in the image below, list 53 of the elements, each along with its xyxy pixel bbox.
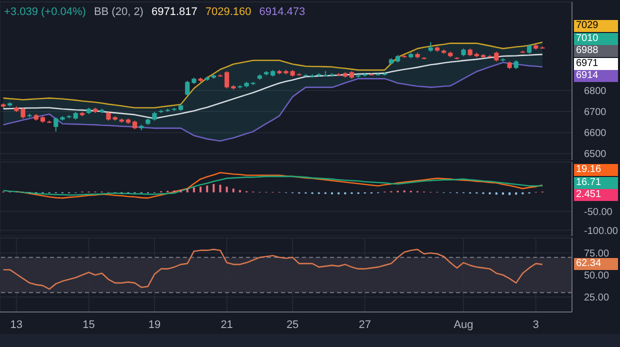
y-tick-label: -50.00 [584, 206, 613, 218]
candlestick [428, 42, 433, 52]
bar [192, 187, 195, 192]
annotation: 6971.817 [151, 6, 198, 18]
candlestick [526, 44, 532, 54]
line-series [2, 176, 544, 196]
x-tick-label: 3 [532, 318, 539, 331]
text: 19.16 [574, 164, 618, 176]
text: 6988 [574, 45, 618, 57]
x-tick-label: 27 [358, 318, 372, 331]
bar [508, 192, 511, 196]
text: 7029 [574, 20, 618, 32]
y-tick-label: 75.00 [584, 248, 610, 260]
y-tick-label: 6800 [584, 86, 607, 97]
candlestick [494, 51, 499, 62]
annotation: BB (20, 2) [94, 6, 144, 18]
candlestick [20, 107, 26, 119]
x-tick-label: Aug [454, 318, 474, 331]
bar [180, 190, 182, 192]
y-tick-label: 6600 [584, 128, 607, 140]
line-series [2, 42, 544, 108]
x-tick-label: 19 [148, 318, 161, 331]
y-tick-label: 50.00 [584, 270, 610, 282]
line-series [2, 54, 544, 120]
x-tick-label: 21 [220, 318, 233, 331]
text: 6971 [574, 58, 618, 70]
candlestick [54, 116, 58, 132]
y-tick-label: 25.00 [584, 292, 610, 304]
y-tick-label: 6500 [584, 149, 607, 160]
bar [200, 186, 202, 192]
bar [226, 186, 228, 192]
text: 7010 [574, 32, 618, 44]
line-series [2, 248, 544, 290]
annotation: 6914.473 [259, 6, 306, 18]
y-tick-label: 6700 [584, 107, 607, 118]
bar [186, 188, 188, 192]
bar [212, 184, 215, 192]
line-series [2, 62, 544, 142]
x-tick-label: 15 [82, 318, 95, 331]
text: 16.71 [574, 176, 618, 188]
text: 6914 [574, 70, 618, 82]
annotation: +3.039 (+0.04%) [4, 6, 86, 18]
bar [232, 188, 234, 192]
bar [219, 184, 222, 192]
y-tick-label: -100.00 [584, 226, 618, 237]
candlestick [185, 80, 190, 96]
text: 62.34 [574, 258, 618, 270]
x-tick-label: 13 [10, 318, 23, 331]
x-tick-label: 25 [286, 318, 299, 331]
annotation: 7029.160 [205, 6, 252, 18]
candlestick [224, 70, 230, 89]
bar [206, 186, 208, 192]
text: 2.451 [574, 189, 618, 201]
